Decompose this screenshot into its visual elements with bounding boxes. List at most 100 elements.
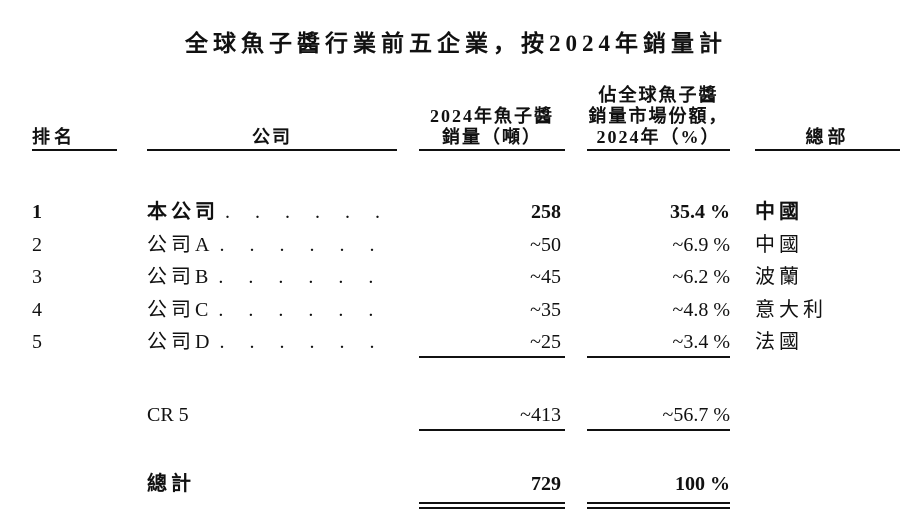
column-gap xyxy=(565,471,587,497)
page-title: 全球魚子醬行業前五企業，按2024年銷量計 xyxy=(185,31,727,56)
column-gap xyxy=(730,471,755,497)
company-cell: 公司A . . . . . . . . . . . . . . . xyxy=(147,232,397,258)
total-double-rule-volume-bottom xyxy=(419,507,565,509)
row5-rule-volume xyxy=(419,356,565,358)
cr5-label-cell: CR 5 xyxy=(147,402,397,428)
total-double-rule-share-bottom xyxy=(587,507,730,509)
share-cell: ~6.2 % xyxy=(672,266,730,288)
total-double-rule-volume-top xyxy=(419,502,565,504)
total-label-cell: 總計 xyxy=(147,471,397,497)
column-header-company-line: 公司 xyxy=(252,127,292,147)
company-cell: 本公司 . . . . . . . . . . . . . . . xyxy=(147,199,397,225)
header-rule-rank xyxy=(32,149,117,151)
cr5-rule-share xyxy=(587,429,730,431)
column-header-hq-line: 總部 xyxy=(805,127,850,147)
rank-cell: 5 xyxy=(32,331,42,353)
total-row: 總計 729 100 % xyxy=(0,471,912,497)
cr5-label: CR 5 xyxy=(147,404,189,426)
leader-dots: . . . . . . . . . . . . . . . xyxy=(219,234,397,256)
column-header-volume-line2: 銷量（噸） xyxy=(442,127,542,147)
volume-cell: ~50 xyxy=(530,234,561,256)
company-name: 本公司 xyxy=(147,201,219,223)
column-gap xyxy=(730,329,755,355)
column-header-company: 公司 xyxy=(147,127,397,148)
rank-cell-empty xyxy=(0,402,147,428)
column-gap xyxy=(730,232,755,258)
column-header-share-line2: 銷量市場份額， xyxy=(588,106,729,126)
table-row-4: 4 公司C . . . . . . . . . . . . . . . ~35 … xyxy=(0,297,912,323)
table-row-3: 3 公司B . . . . . . . . . . . . . . . ~45 … xyxy=(0,264,912,290)
share-cell: 35.4 % xyxy=(670,201,730,223)
company-name: 公司C xyxy=(147,299,213,321)
column-gap xyxy=(565,402,587,428)
column-gap xyxy=(565,329,587,355)
header-rule-company xyxy=(147,149,397,151)
hq-cell: 意大利 xyxy=(755,299,827,321)
total-volume: 729 xyxy=(531,473,561,495)
leader-dots: . . . . . . . . . . . . . . . xyxy=(219,331,397,353)
rank-cell: 2 xyxy=(32,234,42,256)
column-gap xyxy=(397,297,419,323)
column-gap xyxy=(397,264,419,290)
cr5-rule-volume xyxy=(419,429,565,431)
table-row-1: 1 本公司 . . . . . . . . . . . . . . . 258 … xyxy=(0,199,912,225)
column-gap xyxy=(565,232,587,258)
column-gap xyxy=(397,471,419,497)
cr5-volume: ~413 xyxy=(520,404,561,426)
header-rule-hq xyxy=(755,149,900,151)
leader-dots: . . . . . . . . . . . . . . . xyxy=(218,266,397,288)
rank-cell: 1 xyxy=(32,201,42,223)
column-header-rank: 排名 xyxy=(32,127,147,148)
share-cell: ~4.8 % xyxy=(672,299,730,321)
company-cell: 公司D . . . . . . . . . . . . . . . xyxy=(147,329,397,355)
column-header-share-line3: 2024年（%） xyxy=(596,127,721,147)
leader-dots: . . . . . . . . . . . . . . . xyxy=(225,201,397,223)
volume-cell: 258 xyxy=(531,201,561,223)
hq-cell: 波蘭 xyxy=(755,266,803,288)
header-rule-share xyxy=(587,149,730,151)
column-gap xyxy=(565,297,587,323)
total-share: 100 % xyxy=(675,473,730,495)
total-label: 總計 xyxy=(147,473,195,495)
share-cell: ~6.9 % xyxy=(672,234,730,256)
hq-cell: 法國 xyxy=(755,331,803,353)
column-header-share-line1: 佔全球魚子醬 xyxy=(598,85,719,105)
hq-cell-empty xyxy=(755,471,900,497)
column-gap xyxy=(397,232,419,258)
company-name: 公司B xyxy=(147,266,213,288)
table-row-2: 2 公司A . . . . . . . . . . . . . . . ~50 … xyxy=(0,232,912,258)
rank-cell: 3 xyxy=(32,266,42,288)
column-header-rank-line: 排名 xyxy=(32,127,76,147)
volume-cell: ~45 xyxy=(530,266,561,288)
column-gap xyxy=(397,402,419,428)
header-rule-volume xyxy=(419,149,565,151)
volume-cell: ~25 xyxy=(530,331,561,353)
column-gap xyxy=(730,264,755,290)
column-gap xyxy=(565,199,587,225)
column-header-hq: 總部 xyxy=(755,127,900,148)
column-header-volume-line1: 2024年魚子醬 xyxy=(430,106,554,126)
row5-rule-share xyxy=(587,356,730,358)
company-name: 公司A xyxy=(147,234,214,256)
company-cell: 公司C . . . . . . . . . . . . . . . xyxy=(147,297,397,323)
cr5-share: ~56.7 % xyxy=(662,404,730,426)
volume-cell: ~35 xyxy=(530,299,561,321)
column-gap xyxy=(730,402,755,428)
column-gap xyxy=(397,199,419,225)
company-cell: 公司B . . . . . . . . . . . . . . . xyxy=(147,264,397,290)
column-gap xyxy=(565,264,587,290)
total-double-rule-share-top xyxy=(587,502,730,504)
hq-cell: 中國 xyxy=(755,201,803,223)
table-row-5: 5 公司D . . . . . . . . . . . . . . . ~25 … xyxy=(0,329,912,355)
leader-dots: . . . . . . . . . . . . . . . xyxy=(218,299,397,321)
column-header-volume: 2024年魚子醬 銷量（噸） xyxy=(419,106,565,148)
rank-cell: 4 xyxy=(32,299,42,321)
cr5-row: CR 5 ~413 ~56.7 % xyxy=(0,402,912,428)
column-gap xyxy=(730,199,755,225)
hq-cell-empty xyxy=(755,402,900,428)
column-gap xyxy=(397,329,419,355)
rank-cell-empty xyxy=(0,471,147,497)
company-name: 公司D xyxy=(147,331,214,353)
share-cell: ~3.4 % xyxy=(672,331,730,353)
